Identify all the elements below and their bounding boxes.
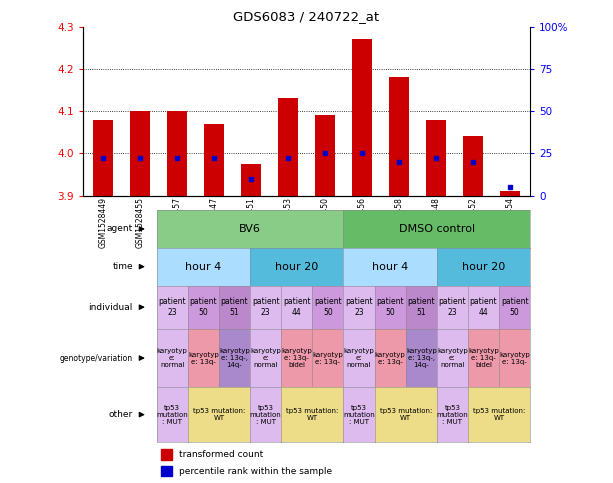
Bar bbox=[389, 77, 409, 196]
Text: patient
23: patient 23 bbox=[252, 298, 280, 317]
Text: karyotyp
e:
normal: karyotyp e: normal bbox=[157, 348, 188, 368]
Text: karyotyp
e: 13q-: karyotyp e: 13q- bbox=[313, 352, 343, 365]
Bar bbox=[500, 191, 520, 196]
Bar bbox=[167, 111, 187, 196]
Text: tp53 mutation:
WT: tp53 mutation: WT bbox=[473, 408, 525, 421]
Text: patient
51: patient 51 bbox=[221, 298, 248, 317]
Bar bbox=[315, 115, 335, 196]
Text: karyotyp
e:
normal: karyotyp e: normal bbox=[344, 348, 375, 368]
Text: patient
23: patient 23 bbox=[438, 298, 466, 317]
Text: genotype/variation: genotype/variation bbox=[60, 354, 133, 363]
Bar bbox=[278, 99, 298, 196]
Text: tp53 mutation:
WT: tp53 mutation: WT bbox=[192, 408, 245, 421]
Text: tp53
mutation
: MUT: tp53 mutation : MUT bbox=[436, 405, 468, 425]
Text: DMSO control: DMSO control bbox=[399, 224, 475, 234]
Bar bbox=[161, 467, 172, 476]
Text: tp53
mutation
: MUT: tp53 mutation : MUT bbox=[343, 405, 375, 425]
Text: karyotyp
e: 13q-,
14q-: karyotyp e: 13q-, 14q- bbox=[219, 348, 250, 368]
Text: percentile rank within the sample: percentile rank within the sample bbox=[179, 467, 332, 476]
Bar bbox=[463, 136, 483, 196]
Text: tp53 mutation:
WT: tp53 mutation: WT bbox=[379, 408, 432, 421]
Text: tp53
mutation
: MUT: tp53 mutation : MUT bbox=[249, 405, 281, 425]
Text: patient
50: patient 50 bbox=[314, 298, 341, 317]
Text: hour 4: hour 4 bbox=[372, 262, 408, 271]
Text: patient
50: patient 50 bbox=[189, 298, 217, 317]
Text: karyotyp
e: 13q-: karyotyp e: 13q- bbox=[375, 352, 406, 365]
Text: tp53
mutation
: MUT: tp53 mutation : MUT bbox=[156, 405, 188, 425]
Text: patient
44: patient 44 bbox=[470, 298, 497, 317]
Text: patient
51: patient 51 bbox=[408, 298, 435, 317]
Text: individual: individual bbox=[89, 303, 133, 312]
Text: hour 4: hour 4 bbox=[185, 262, 221, 271]
Bar bbox=[93, 119, 113, 196]
Text: karyotyp
e: 13q-
bidel: karyotyp e: 13q- bidel bbox=[468, 348, 499, 368]
Bar bbox=[130, 111, 150, 196]
Bar bbox=[426, 119, 446, 196]
Text: patient
23: patient 23 bbox=[345, 298, 373, 317]
Text: karyotyp
e: 13q-,
14q-: karyotyp e: 13q-, 14q- bbox=[406, 348, 436, 368]
Text: patient
50: patient 50 bbox=[501, 298, 528, 317]
Text: transformed count: transformed count bbox=[179, 450, 263, 459]
Text: patient
23: patient 23 bbox=[158, 298, 186, 317]
Bar bbox=[161, 449, 172, 460]
Text: karyotyp
e:
normal: karyotyp e: normal bbox=[437, 348, 468, 368]
Bar bbox=[241, 164, 261, 196]
Title: GDS6083 / 240722_at: GDS6083 / 240722_at bbox=[234, 10, 379, 23]
Text: agent: agent bbox=[107, 225, 133, 233]
Text: patient
44: patient 44 bbox=[283, 298, 311, 317]
Text: hour 20: hour 20 bbox=[462, 262, 505, 271]
Bar bbox=[352, 39, 372, 196]
Text: karyotyp
e: 13q-
bidel: karyotyp e: 13q- bidel bbox=[281, 348, 312, 368]
Text: karyotyp
e: 13q-: karyotyp e: 13q- bbox=[500, 352, 530, 365]
Text: karyotyp
e:
normal: karyotyp e: normal bbox=[250, 348, 281, 368]
Bar bbox=[204, 124, 224, 196]
Text: other: other bbox=[109, 410, 133, 419]
Text: hour 20: hour 20 bbox=[275, 262, 318, 271]
Text: karyotyp
e: 13q-: karyotyp e: 13q- bbox=[188, 352, 219, 365]
Text: tp53 mutation:
WT: tp53 mutation: WT bbox=[286, 408, 338, 421]
Text: patient
50: patient 50 bbox=[376, 298, 404, 317]
Text: BV6: BV6 bbox=[239, 224, 261, 234]
Text: time: time bbox=[112, 262, 133, 271]
